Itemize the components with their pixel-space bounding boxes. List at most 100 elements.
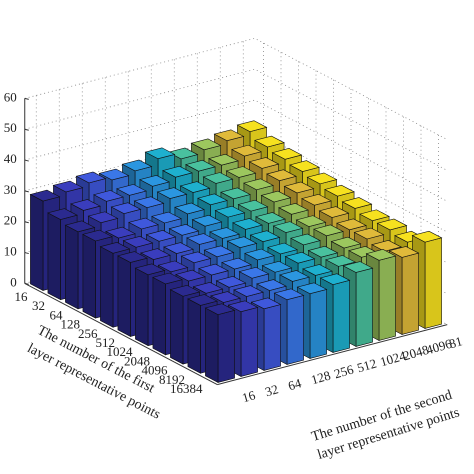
bar-face	[359, 209, 390, 222]
bar-face	[105, 226, 136, 239]
bar-shade	[425, 237, 442, 329]
x-tick-label: 64	[50, 307, 64, 322]
bar-face	[99, 242, 131, 254]
bar-face	[98, 168, 130, 181]
bar-face	[203, 245, 235, 258]
bar-face	[190, 138, 222, 151]
bar-face	[156, 187, 188, 199]
bar-face	[227, 300, 259, 313]
bar-face	[202, 172, 234, 184]
bar-face	[139, 174, 170, 187]
bar-face	[134, 263, 166, 276]
bar-face	[284, 251, 316, 264]
bar-face	[197, 193, 228, 206]
grid-line	[24, 38, 448, 140]
z-tick-label: 0	[10, 274, 17, 289]
bar-shade	[47, 212, 61, 300]
bar-face	[237, 199, 269, 212]
bar-shade	[356, 268, 373, 347]
bar-shade	[218, 310, 235, 383]
x-tick-label: 8192	[159, 372, 185, 387]
bar-face	[87, 211, 119, 224]
bar-shade	[135, 268, 149, 346]
bar-face	[289, 160, 320, 172]
bar-face	[324, 184, 355, 197]
bar-face	[192, 282, 224, 294]
bar-shade	[310, 289, 327, 359]
bar-shade	[100, 246, 114, 328]
z-tick-label: 20	[4, 213, 17, 228]
z-tick	[24, 159, 29, 162]
bar-face	[306, 172, 338, 185]
bar-face	[279, 270, 310, 282]
bar-face	[254, 135, 285, 148]
y-tick-label: 4096	[424, 336, 454, 358]
bar-face	[29, 189, 61, 202]
z-tick	[24, 97, 29, 100]
bar-face	[175, 269, 206, 282]
bar-face	[186, 233, 217, 245]
z-tick-label: 60	[4, 89, 17, 104]
bar-face	[133, 196, 165, 208]
bar-face	[226, 236, 258, 248]
z-tick	[24, 128, 29, 131]
bar-face	[267, 242, 298, 255]
bar-face	[365, 249, 397, 261]
bar-shade	[287, 295, 304, 365]
bar-shade	[82, 234, 96, 319]
bar-face	[47, 208, 78, 220]
bar-face	[179, 181, 211, 193]
bar-face	[266, 169, 297, 181]
bar-face	[70, 199, 101, 211]
bar-face	[273, 288, 305, 301]
bar-face	[163, 242, 194, 254]
bar-face	[145, 230, 177, 242]
bar-face	[330, 236, 362, 249]
bar-face	[140, 248, 171, 260]
bar-face	[256, 279, 287, 291]
y-tick-label: 81	[447, 333, 464, 351]
x-tick-label: 4096	[142, 363, 169, 378]
bar-face	[302, 264, 333, 276]
bar-face	[278, 203, 309, 215]
bar-face	[325, 255, 356, 267]
bar-shade	[65, 225, 79, 309]
z-tick-label: 30	[4, 182, 17, 197]
bar-face	[336, 218, 367, 231]
z-tick-label: 10	[4, 244, 17, 259]
bar-shade	[30, 194, 44, 291]
bar-face	[307, 245, 339, 258]
bar-face	[271, 148, 303, 160]
bar-shade	[333, 280, 350, 353]
axis-line	[217, 324, 448, 386]
bar-face	[93, 190, 124, 202]
bar-face	[157, 260, 189, 273]
bar-shade	[205, 308, 219, 383]
bar-face	[244, 248, 275, 261]
bar-face	[169, 284, 201, 297]
bar-face	[128, 217, 159, 230]
bar-face	[301, 193, 332, 206]
bar-face	[283, 181, 315, 194]
bar-face	[388, 246, 420, 258]
z-tick	[24, 221, 29, 224]
bar-face	[250, 297, 282, 310]
x-tick-label: 16384	[170, 381, 203, 396]
bar-shade	[264, 304, 281, 371]
bar-face	[238, 266, 270, 279]
bar-face	[341, 197, 373, 209]
bar-face	[290, 233, 321, 246]
bar-face	[152, 272, 183, 285]
bar-shade	[379, 255, 396, 341]
bar-face	[191, 214, 223, 227]
bar-face	[180, 251, 212, 264]
bar-face	[318, 206, 350, 218]
y-tick-label: 32	[263, 381, 280, 399]
z-tick	[24, 252, 29, 255]
bar-face	[376, 218, 408, 231]
bar-face	[220, 187, 251, 200]
bar	[204, 303, 236, 383]
bar-face	[116, 184, 147, 196]
bar-face	[295, 215, 327, 227]
y-tick-label: 128	[309, 368, 332, 388]
